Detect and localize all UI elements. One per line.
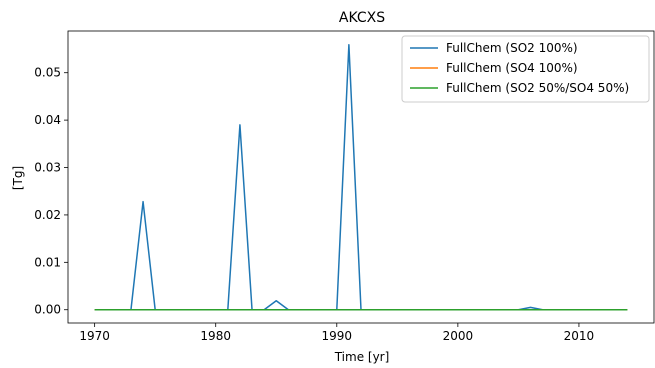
y-axis: 0.00 0.01 0.02 0.03 0.04 0.05 [34, 66, 68, 317]
legend: FullChem (SO2 100%) FullChem (SO4 100%) Fu… [401, 35, 650, 103]
x-axis-label: Time [yr] [334, 350, 390, 364]
y-axis-label: [Tg] [11, 166, 25, 190]
series-group [94, 44, 628, 311]
x-tick-label: 1980 [200, 329, 231, 343]
y-tick-label: 0.02 [34, 208, 61, 222]
y-tick-label: 0.04 [34, 113, 61, 127]
x-tick-label: 1990 [322, 329, 353, 343]
y-tick-label: 0.05 [34, 66, 61, 80]
legend-label: FullChem (SO2 100%) [446, 41, 578, 55]
plot-frame [67, 30, 655, 324]
y-tick-label: 0.03 [34, 161, 61, 175]
legend-label: FullChem (SO2 50%/SO4 50%) [446, 81, 629, 95]
legend-box [401, 35, 650, 103]
x-tick-label: 1970 [79, 329, 110, 343]
x-tick-label: 2010 [564, 329, 595, 343]
chart-title: AKCXS [339, 10, 385, 26]
y-tick-label: 0.00 [34, 303, 61, 317]
y-tick-label: 0.01 [34, 255, 61, 269]
legend-label: FullChem (SO4 100%) [446, 61, 578, 75]
x-axis: 1970 1980 1990 2000 2010 [79, 323, 594, 343]
x-tick-label: 2000 [443, 329, 474, 343]
